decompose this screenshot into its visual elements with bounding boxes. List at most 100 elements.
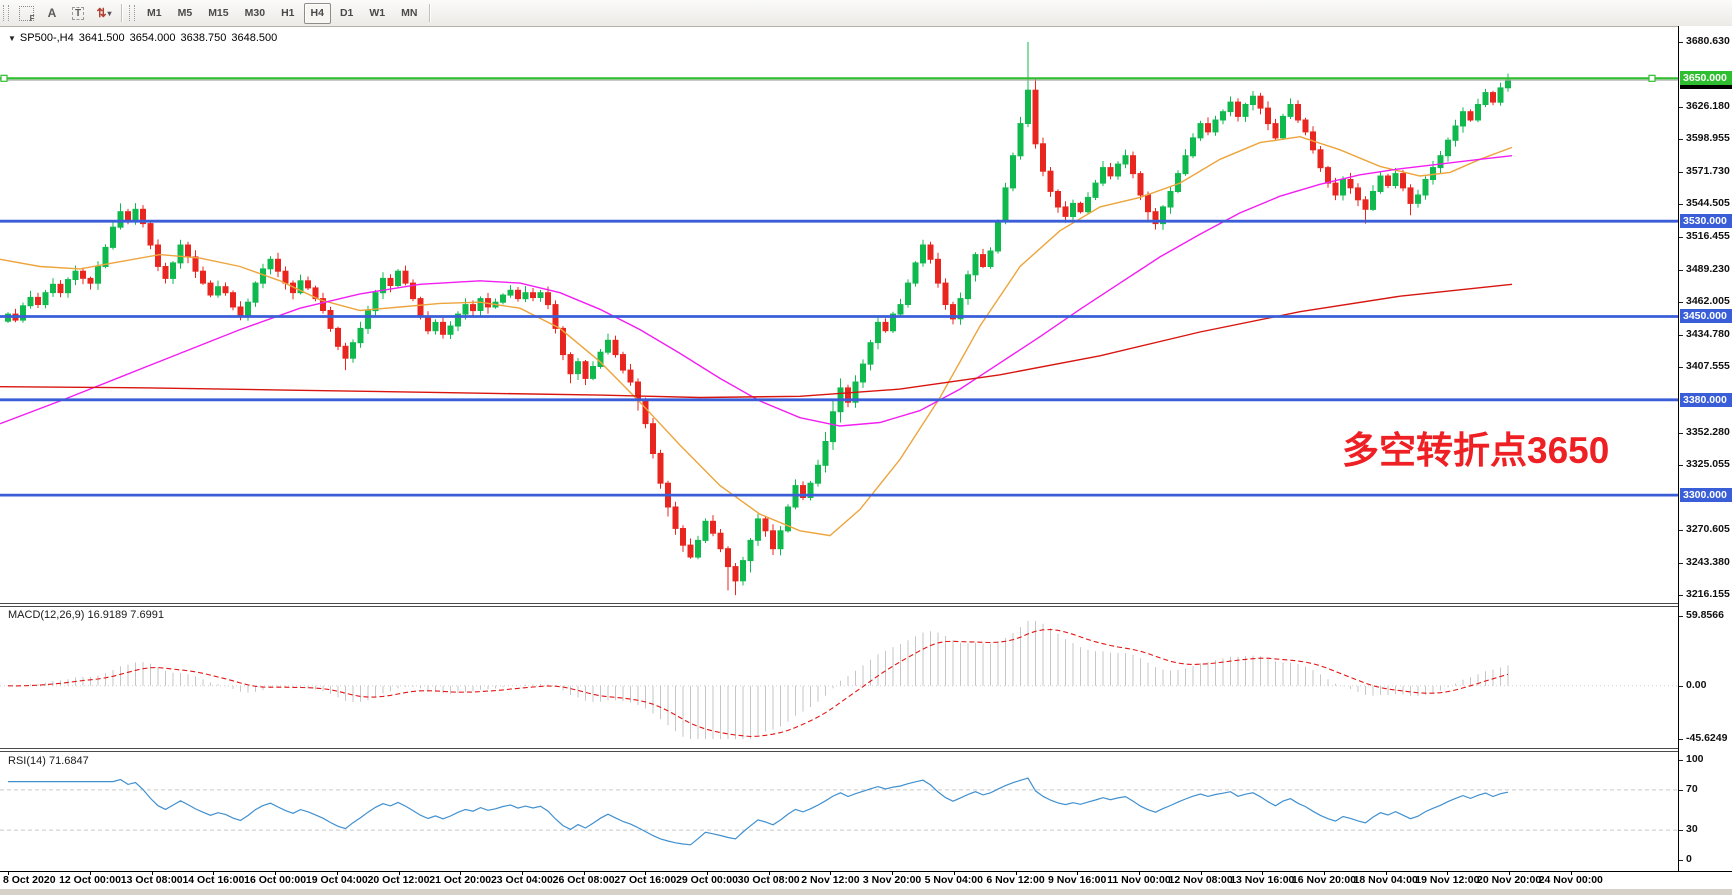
candle-body [402, 270, 409, 284]
timeframe-MN-button[interactable]: MN [401, 7, 418, 19]
ma-slow-red-line[interactable] [0, 283, 1513, 399]
arrows-tool-button[interactable]: ⇅ ▾ [92, 2, 116, 24]
time-axis-label: 3 Nov 20:00 [862, 874, 922, 886]
candle-body [1490, 92, 1496, 103]
candle-body [312, 287, 319, 300]
time-axis-label: 12 Nov 08:00 [1168, 874, 1233, 886]
time-axis-label: 14 Oct 16:00 [182, 874, 245, 886]
candle-body [1362, 199, 1369, 210]
rsi-pane[interactable] [0, 752, 1678, 871]
time-axis-tick [8, 872, 9, 875]
candle-body [762, 518, 769, 532]
candle-body [927, 244, 934, 260]
main-plot[interactable] [0, 27, 1678, 603]
label-tool-button[interactable]: T [66, 2, 90, 24]
candle-body [672, 506, 679, 529]
text-annotation[interactable]: 多空转折点3650 [1342, 430, 1610, 471]
time-axis-tick [1138, 872, 1140, 875]
time-axis-tick [213, 872, 215, 875]
candle-body [1445, 139, 1451, 157]
timeframe-H4-button[interactable]: H4 [303, 2, 331, 24]
candle-body [372, 292, 379, 312]
candle-body [530, 292, 536, 299]
axis-tick [1679, 615, 1683, 617]
candle-body [170, 262, 176, 279]
candle-body [1205, 123, 1211, 133]
chart-title-arrow-icon[interactable]: ▼ [8, 34, 16, 43]
time-axis-label: 27 Oct 16:00 [614, 874, 677, 886]
candle-body [327, 310, 334, 329]
price-axis[interactable]: 3680.630 3626.180 3598.955 3571.730 3544.505… [1678, 26, 1732, 871]
timeframe-D1-button[interactable]: D1 [339, 7, 354, 19]
ma-medium-magenta-line[interactable] [0, 155, 1513, 427]
candle-body [365, 310, 371, 329]
candle-body [687, 544, 694, 558]
dropdown-caret-icon[interactable]: ▾ [107, 8, 112, 18]
time-axis[interactable]: 8 Oct 2020 12 Oct 00:00 13 Oct 08:00 14 Oct… [0, 871, 1732, 889]
hline-handle[interactable] [1648, 74, 1656, 82]
candle-body [1505, 79, 1511, 89]
timeframe-M5-button[interactable]: M5 [177, 7, 193, 19]
timeframe-M15-button[interactable]: M15 [208, 7, 229, 19]
price-axis-label: 0 [1686, 853, 1692, 866]
pane-separator2[interactable] [0, 748, 1732, 752]
candle-body [1212, 119, 1219, 133]
candle-body [1032, 89, 1039, 145]
candle-body [1482, 92, 1489, 105]
time-axis-tick [768, 872, 770, 875]
time-axis-tick [1015, 872, 1017, 875]
candle-body [335, 327, 341, 347]
ohlc-open: 3641.500 [78, 32, 125, 44]
toolbar-separator [121, 4, 122, 22]
candle-body [42, 292, 49, 306]
candle-body [282, 270, 289, 284]
candle-body [867, 342, 874, 365]
ohlc-high: 3654.000 [129, 32, 176, 44]
candle-body [132, 208, 139, 222]
time-axis-label: 2 Nov 12:00 [801, 874, 860, 886]
candle-body [935, 258, 941, 284]
main-price-pane[interactable] [0, 27, 1678, 603]
fibonacci-tool-button[interactable]: F [14, 2, 38, 24]
candle-body [740, 560, 746, 582]
toolbar-grip [3, 5, 9, 21]
time-axis-label: 11 Nov 00:00 [1107, 874, 1171, 886]
pane-separator[interactable] [0, 603, 1732, 607]
candle-body [1160, 206, 1166, 225]
time-axis-tick [707, 872, 708, 875]
candle-body [1422, 179, 1429, 196]
candle-body [245, 301, 251, 318]
timeframe-W1-button[interactable]: W1 [369, 7, 386, 19]
candle-body [417, 298, 424, 318]
axis-tick [1679, 562, 1683, 564]
candle-body [1370, 191, 1376, 210]
price-axis-label: 3680.630 [1686, 34, 1730, 47]
macd-pane[interactable] [0, 607, 1678, 748]
timeframe-M1-button[interactable]: M1 [147, 7, 162, 19]
text-tool-button[interactable]: A [40, 2, 64, 24]
candle-body [800, 485, 806, 499]
timeframe-H1-button[interactable]: H1 [281, 7, 295, 19]
timeframe-M30-button[interactable]: M30 [244, 7, 266, 19]
macd-plot[interactable] [0, 607, 1678, 748]
candle-body [1257, 95, 1264, 109]
hline-handle[interactable] [0, 74, 8, 82]
candle-body [110, 226, 116, 248]
candle-body [1325, 167, 1331, 184]
candle-body [972, 254, 979, 276]
ma-fast-orange-line[interactable] [0, 135, 1513, 537]
candle-body [1190, 137, 1196, 157]
axis-tick [1679, 530, 1683, 532]
time-axis-label: 5 Nov 04:00 [924, 874, 983, 886]
candle-body [1302, 119, 1309, 133]
axis-tick [1679, 594, 1683, 596]
rsi-plot[interactable] [0, 752, 1678, 871]
time-axis-tick [1447, 872, 1449, 875]
candle-body [455, 313, 461, 327]
candle-body [1137, 173, 1144, 196]
price-axis-label: 3434.780 [1686, 327, 1730, 340]
candle-body [1182, 155, 1189, 175]
candle-body [425, 316, 431, 332]
candle-body [125, 211, 131, 222]
